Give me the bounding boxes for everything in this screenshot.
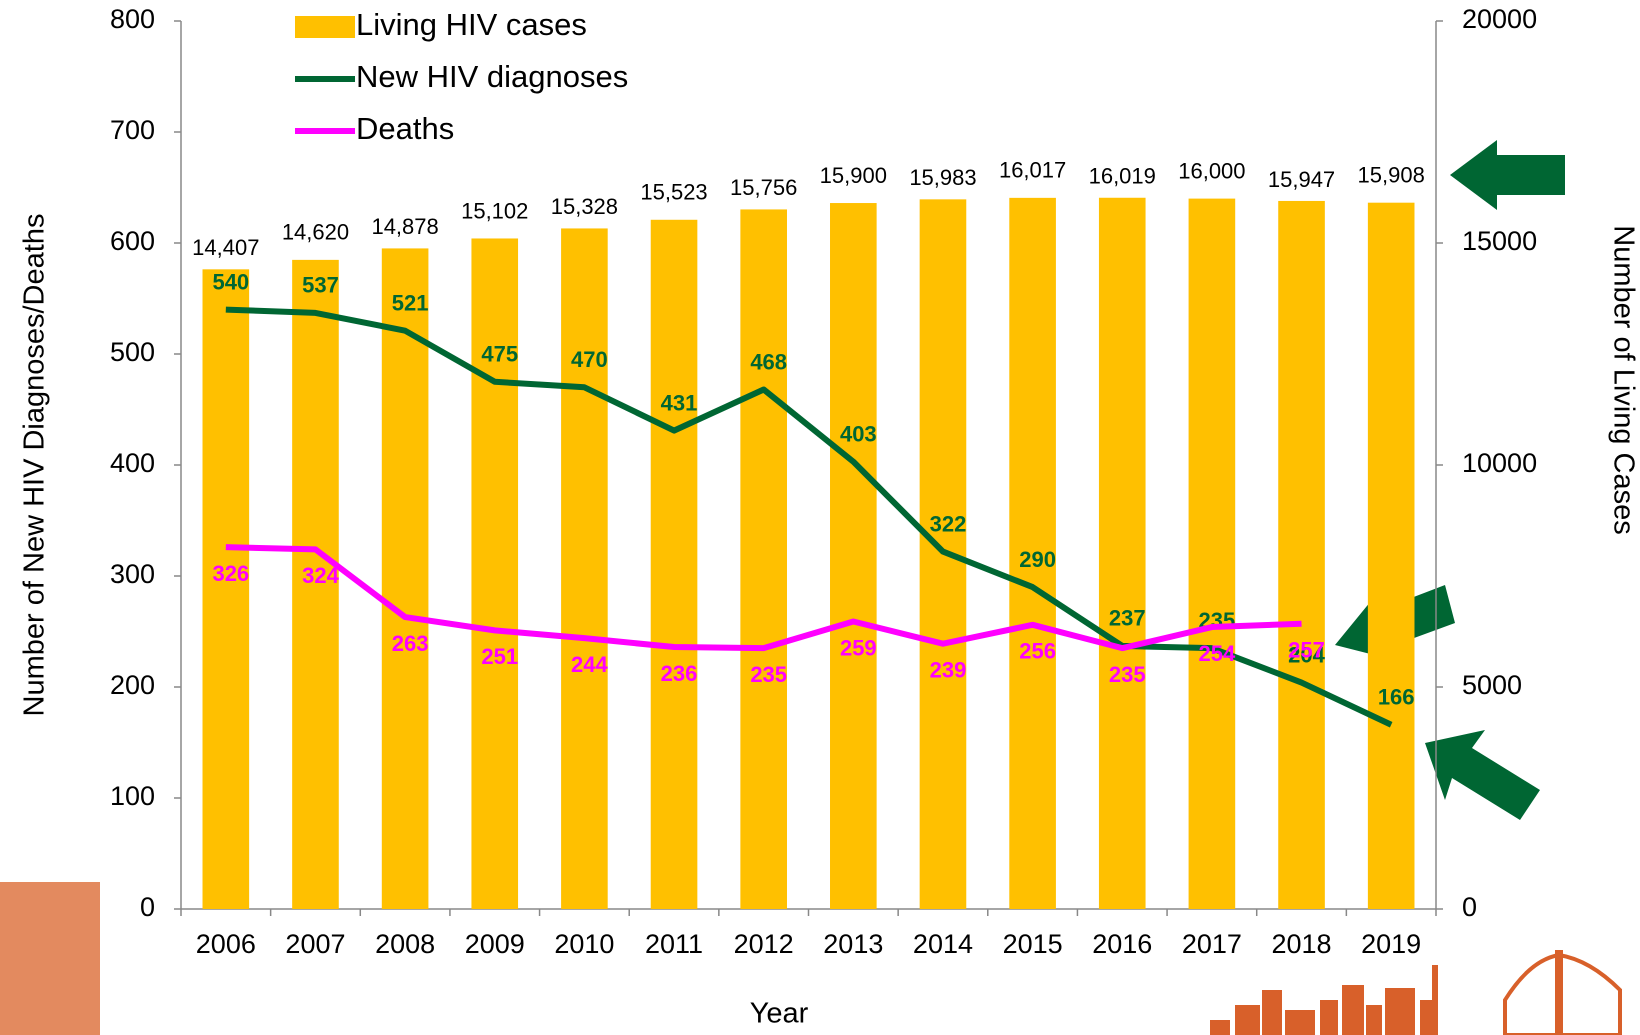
bar-value-label: 15,328 bbox=[551, 194, 618, 219]
y-tick-label: 500 bbox=[110, 337, 155, 367]
corner-block bbox=[0, 882, 100, 1035]
x-tick-label: 2009 bbox=[465, 929, 525, 959]
line-value-label: 470 bbox=[571, 347, 608, 372]
y-tick-label: 0 bbox=[140, 892, 155, 922]
line-value-label: 322 bbox=[930, 511, 967, 536]
y2-tick-label: 15000 bbox=[1462, 226, 1537, 256]
y-tick-label: 200 bbox=[110, 670, 155, 700]
y-axis-label: Number of New HIV Diagnoses/Deaths bbox=[19, 214, 51, 717]
bar-value-label: 15,900 bbox=[820, 163, 887, 188]
y2-axis-label: Number of Living Cases bbox=[1607, 225, 1639, 534]
bar-value-label: 14,878 bbox=[371, 214, 438, 239]
line-value-label: 475 bbox=[481, 342, 518, 367]
bar bbox=[471, 238, 518, 909]
bar bbox=[382, 248, 429, 909]
x-tick-label: 2015 bbox=[1003, 929, 1063, 959]
y2-tick-label: 10000 bbox=[1462, 448, 1537, 478]
bar bbox=[1368, 203, 1415, 909]
page: {"chart_data": { "type": "bar", "categor… bbox=[0, 0, 1640, 1035]
x-tick-label: 2018 bbox=[1271, 929, 1331, 959]
bar bbox=[1278, 201, 1325, 909]
line-value-label: 403 bbox=[840, 421, 877, 446]
line-value-label: 254 bbox=[1199, 641, 1236, 666]
line-value-label: 237 bbox=[1109, 606, 1146, 631]
x-tick-label: 2007 bbox=[285, 929, 345, 959]
x-tick-label: 2013 bbox=[823, 929, 883, 959]
y-tick-label: 800 bbox=[110, 4, 155, 34]
bar-value-label: 15,102 bbox=[461, 198, 528, 223]
bar-value-label: 14,620 bbox=[282, 220, 349, 245]
bar-value-label: 15,523 bbox=[640, 180, 707, 205]
line-value-label: 235 bbox=[750, 662, 787, 687]
y2-tick-label: 0 bbox=[1462, 892, 1477, 922]
bar-value-label: 16,017 bbox=[999, 158, 1066, 183]
bar-value-label: 16,019 bbox=[1089, 164, 1156, 189]
x-tick-label: 2006 bbox=[196, 929, 256, 959]
chart: Year Number of New HIV Diagnoses/Deaths … bbox=[0, 0, 1640, 1035]
x-tick-label: 2016 bbox=[1092, 929, 1152, 959]
line-value-label: 257 bbox=[1288, 638, 1325, 663]
bar bbox=[830, 203, 877, 909]
bar-value-label: 15,908 bbox=[1358, 162, 1425, 187]
x-tick-label: 2017 bbox=[1182, 929, 1242, 959]
x-tick-label: 2019 bbox=[1361, 929, 1421, 959]
bar-value-label: 16,000 bbox=[1178, 158, 1245, 183]
y2-tick-label: 20000 bbox=[1462, 4, 1537, 34]
x-tick-label: 2014 bbox=[913, 929, 973, 959]
line-value-label: 468 bbox=[750, 349, 787, 374]
line-value-label: 290 bbox=[1019, 547, 1056, 572]
line-value-label: 256 bbox=[1019, 639, 1056, 664]
line-value-label: 431 bbox=[661, 390, 698, 415]
bar-value-label: 14,407 bbox=[192, 235, 259, 260]
bar-value-label: 15,756 bbox=[730, 175, 797, 200]
legend-label: New HIV diagnoses bbox=[356, 59, 628, 94]
line-value-label: 244 bbox=[571, 652, 608, 677]
legend-label: Deaths bbox=[356, 111, 454, 146]
bar bbox=[1099, 198, 1146, 909]
line-value-label: 326 bbox=[212, 561, 249, 586]
legend-swatch bbox=[295, 16, 355, 38]
bar bbox=[740, 209, 787, 909]
line-value-label: 324 bbox=[302, 563, 339, 588]
y-tick-label: 300 bbox=[110, 559, 155, 589]
bar bbox=[203, 269, 250, 909]
line-value-label: 540 bbox=[212, 269, 249, 294]
y-tick-label: 400 bbox=[110, 448, 155, 478]
line-value-label: 166 bbox=[1378, 685, 1415, 710]
x-tick-label: 2008 bbox=[375, 929, 435, 959]
bar-value-label: 15,947 bbox=[1268, 167, 1335, 192]
x-tick-label: 2011 bbox=[645, 929, 703, 959]
line-value-label: 236 bbox=[661, 661, 698, 686]
skyline bbox=[1210, 950, 1620, 1035]
line-value-label: 239 bbox=[930, 658, 967, 683]
bar bbox=[1189, 199, 1236, 909]
x-axis-label: Year bbox=[750, 998, 809, 1030]
y-tick-label: 100 bbox=[110, 781, 155, 811]
line-value-label: 263 bbox=[392, 631, 429, 656]
bar bbox=[561, 228, 608, 909]
bar-value-label: 15,983 bbox=[909, 165, 976, 190]
y2-tick-label: 5000 bbox=[1462, 670, 1522, 700]
line-value-label: 521 bbox=[392, 291, 429, 316]
x-tick-label: 2012 bbox=[734, 929, 794, 959]
line-value-label: 251 bbox=[481, 644, 518, 669]
bar bbox=[651, 220, 698, 909]
line-value-label: 537 bbox=[302, 273, 339, 298]
y-tick-label: 700 bbox=[110, 115, 155, 145]
legend-label: Living HIV cases bbox=[356, 7, 587, 42]
x-tick-label: 2010 bbox=[554, 929, 614, 959]
line-value-label: 235 bbox=[1109, 662, 1146, 687]
line-value-label: 259 bbox=[840, 635, 877, 660]
y-tick-label: 600 bbox=[110, 226, 155, 256]
